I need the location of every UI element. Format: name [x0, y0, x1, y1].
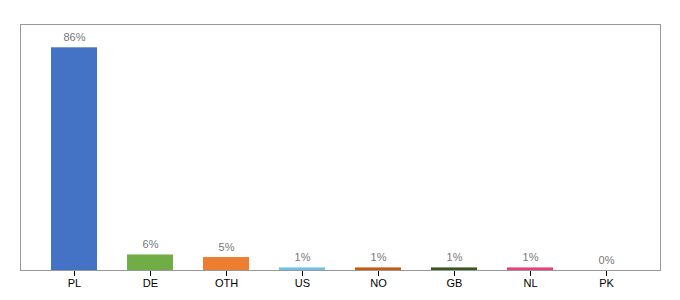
svg-text:NL: NL [523, 277, 537, 289]
svg-text:1%: 1% [447, 251, 463, 263]
svg-text:1%: 1% [295, 251, 311, 263]
svg-text:GB: GB [447, 277, 463, 289]
svg-text:6%: 6% [143, 238, 159, 250]
svg-text:1%: 1% [371, 251, 387, 263]
svg-text:US: US [295, 277, 310, 289]
svg-text:PK: PK [599, 277, 614, 289]
svg-text:OTH: OTH [215, 277, 238, 289]
svg-text:5%: 5% [219, 241, 235, 253]
svg-text:NO: NO [370, 277, 387, 289]
svg-text:DE: DE [143, 277, 158, 289]
svg-text:0%: 0% [599, 254, 615, 266]
svg-text:1%: 1% [523, 251, 539, 263]
svg-text:PL: PL [68, 277, 81, 289]
svg-text:86%: 86% [63, 31, 85, 43]
